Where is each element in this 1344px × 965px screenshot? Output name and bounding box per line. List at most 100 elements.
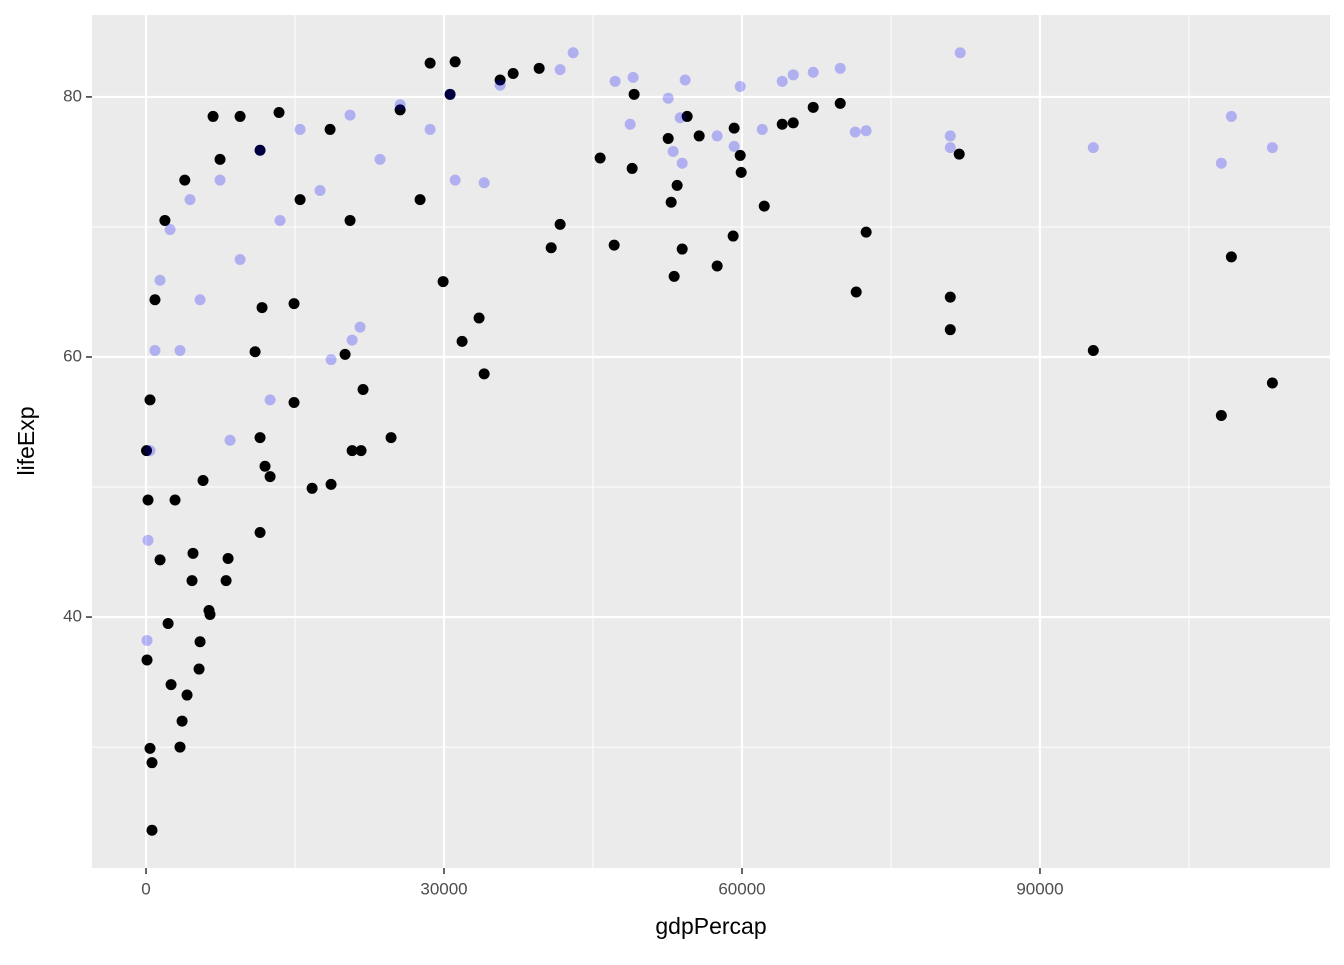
- point: [234, 253, 246, 265]
- point: [1225, 110, 1237, 122]
- point: [184, 194, 196, 206]
- point: [756, 123, 768, 135]
- point: [667, 146, 679, 158]
- point: [728, 122, 740, 134]
- point: [609, 75, 621, 87]
- point: [249, 346, 261, 358]
- point: [141, 445, 153, 457]
- point: [165, 679, 177, 691]
- y-axis-title: lifeExp: [13, 406, 39, 475]
- point: [807, 66, 819, 78]
- point: [608, 239, 620, 251]
- point: [346, 445, 358, 457]
- x-axis-title: gdpPercap: [655, 913, 766, 939]
- point: [149, 294, 161, 306]
- point: [594, 152, 606, 164]
- point: [478, 177, 490, 189]
- point: [142, 494, 154, 506]
- point: [207, 110, 219, 122]
- point: [671, 179, 683, 191]
- x-tick-label: 60000: [718, 879, 765, 898]
- point: [1225, 251, 1237, 263]
- point: [554, 218, 566, 230]
- point: [478, 368, 490, 380]
- point: [344, 109, 356, 121]
- point: [507, 68, 519, 80]
- point: [186, 575, 198, 587]
- point: [414, 194, 426, 206]
- point: [324, 123, 336, 135]
- point: [734, 81, 746, 93]
- point: [807, 101, 819, 113]
- y-tick-label: 80: [63, 86, 82, 105]
- point: [787, 117, 799, 129]
- point: [162, 618, 174, 630]
- point: [254, 432, 266, 444]
- point: [494, 74, 506, 86]
- point: [1266, 142, 1278, 154]
- x-tick-label: 30000: [420, 879, 467, 898]
- point: [220, 575, 232, 587]
- point: [144, 742, 156, 754]
- point: [545, 242, 557, 254]
- point: [668, 270, 680, 282]
- point: [533, 62, 545, 74]
- point: [1087, 344, 1099, 356]
- point: [449, 174, 461, 186]
- point: [954, 47, 966, 59]
- point: [735, 166, 747, 178]
- point: [222, 553, 234, 565]
- point: [834, 62, 846, 74]
- point: [849, 126, 861, 138]
- point: [144, 394, 156, 406]
- point: [662, 133, 674, 145]
- point: [834, 97, 846, 109]
- point: [944, 130, 956, 142]
- point: [193, 663, 205, 675]
- panel: [92, 15, 1330, 868]
- point: [456, 335, 468, 347]
- point: [154, 274, 166, 286]
- point: [197, 475, 209, 487]
- point: [385, 432, 397, 444]
- point: [306, 482, 318, 494]
- point: [146, 757, 158, 769]
- point: [314, 185, 326, 197]
- point: [693, 130, 705, 142]
- point: [776, 118, 788, 130]
- point: [354, 321, 366, 333]
- point: [681, 110, 693, 122]
- point: [264, 394, 276, 406]
- point: [176, 715, 188, 727]
- point: [860, 125, 872, 137]
- point: [627, 71, 639, 83]
- point: [204, 608, 216, 620]
- point: [142, 534, 154, 546]
- point: [674, 112, 686, 124]
- point: [355, 445, 367, 457]
- point: [194, 636, 206, 648]
- point: [444, 88, 456, 100]
- point: [214, 153, 226, 165]
- y-tick-label: 60: [63, 346, 82, 365]
- point: [149, 344, 161, 356]
- point: [169, 494, 181, 506]
- point: [194, 294, 206, 306]
- point: [494, 79, 506, 91]
- point: [288, 298, 300, 310]
- point: [734, 149, 746, 161]
- point: [274, 214, 286, 226]
- point: [357, 383, 369, 395]
- point: [264, 471, 276, 483]
- x-tick-label: 90000: [1016, 879, 1063, 898]
- point: [187, 547, 199, 559]
- point: [665, 196, 677, 208]
- point: [1215, 409, 1227, 421]
- point: [449, 56, 461, 68]
- point: [944, 291, 956, 303]
- point: [662, 92, 674, 104]
- point: [776, 75, 788, 87]
- point: [256, 302, 268, 314]
- point: [174, 741, 186, 753]
